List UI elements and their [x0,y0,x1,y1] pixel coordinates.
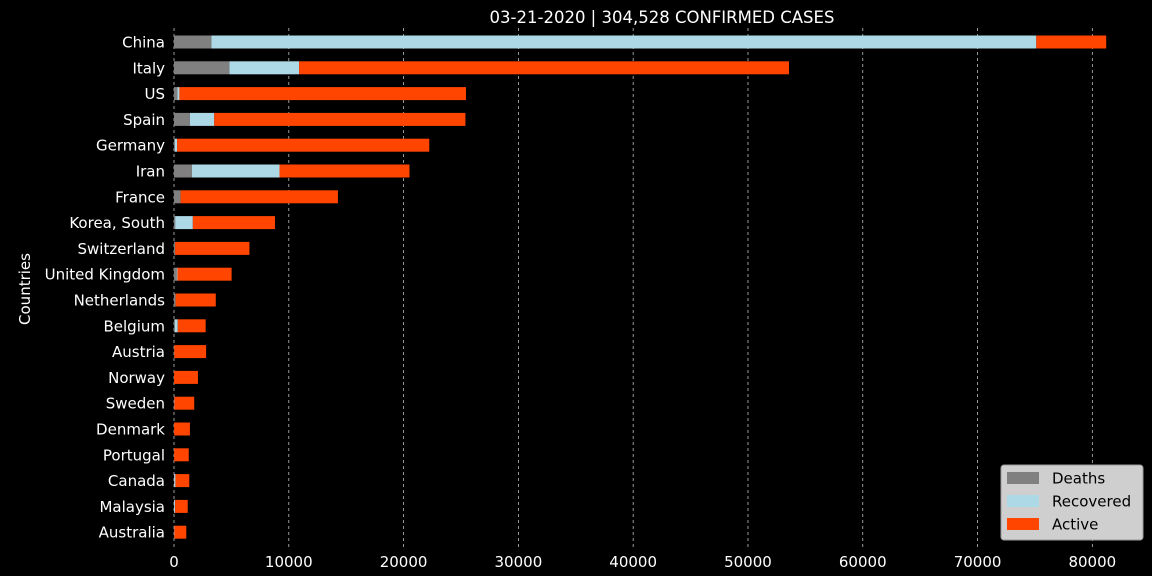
y-tick-label: Netherlands [74,292,166,310]
legend: Deaths Recovered Active [1000,464,1144,541]
y-tick-label: Korea, South [69,214,165,232]
y-tick-label: Portugal [103,446,165,464]
bar-segment-recovered [189,112,215,126]
legend-swatch-recovered [1007,495,1039,507]
bar-segment-recovered [191,164,280,178]
bar-segment-active [175,474,190,488]
x-tick-label: 30000 [495,553,543,571]
x-tick-label: 70000 [954,553,1002,571]
bar-segment-active [174,422,190,436]
bar-segment-active [174,370,198,384]
bar-segment-deaths [174,190,181,204]
bar-segment-active [175,499,188,513]
chart-title: 03-21-2020 | 304,528 CONFIRMED CASES [490,8,835,27]
bar-segment-active [177,267,232,281]
x-tick-label: 20000 [380,553,428,571]
bar-segment-active [174,345,207,359]
y-tick-labels: China Italy US Spain Germany Iran France Korea,… [45,34,166,542]
legend-label-active: Active [1052,516,1098,534]
bar-segment-deaths [174,241,175,255]
bar-segment-recovered [174,138,178,152]
bar-segment-recovered [174,474,176,488]
bar-segment-deaths [174,138,175,152]
bar-segment-active [177,319,206,333]
bar-segment-active [175,293,216,307]
bar-segment-active [174,448,189,462]
bar-segment-active [174,525,187,539]
y-tick-label: Spain [123,111,165,129]
legend-swatch-deaths [1007,472,1039,484]
bar-segment-active [180,190,338,204]
bar-segment-active [179,87,466,101]
legend-label-recovered: Recovered [1052,493,1131,511]
y-tick-label: Australia [99,524,165,542]
bar-segment-recovered [177,87,180,101]
y-tick-label: Italy [132,59,165,77]
bar-segment-active [175,241,250,255]
bar-segment-deaths [174,319,175,333]
bar-segment-active [279,164,410,178]
bar-segment-recovered [229,61,300,75]
bar-segment-deaths [174,35,212,49]
bar-segment-deaths [174,267,177,281]
x-tick-label: 60000 [839,553,887,571]
bar-segment-active [214,112,466,126]
y-tick-label: Denmark [96,421,165,439]
bar-segment-active [177,138,430,152]
bar-segment-active [174,396,195,410]
bar-segment-recovered [211,35,1037,49]
y-tick-label: France [115,188,165,206]
bar-segment-recovered [175,216,193,230]
bar-segment-recovered [174,499,176,513]
x-tick-label: 50000 [724,553,772,571]
bar-segment-active [299,61,790,75]
y-tick-label: Austria [112,343,165,361]
legend-swatch-active [1007,518,1039,530]
bar-segment-active [192,216,276,230]
y-tick-label: Sweden [106,395,165,413]
y-tick-label: Belgium [104,317,166,335]
x-tick-label: 10000 [265,553,313,571]
y-tick-label: China [122,34,165,52]
bars [174,35,1107,539]
y-tick-label: Malaysia [99,498,165,516]
y-tick-label: United Kingdom [45,266,165,284]
bar-segment-deaths [174,112,190,126]
x-tick-label: 0 [169,553,179,571]
x-tick-label: 80000 [1068,553,1116,571]
bar-segment-recovered [176,267,178,281]
x-tick-labels: 0 10000 20000 30000 40000 50000 60000 70000 8000… [169,553,1116,571]
bar-segment-deaths [174,293,176,307]
bar-segment-deaths [174,164,192,178]
x-tick-label: 40000 [609,553,657,571]
bar-segment-deaths [174,61,230,75]
bar-segment-deaths [174,216,176,230]
y-tick-label: US [144,85,165,103]
y-tick-label: Canada [108,472,165,490]
y-tick-label: Switzerland [78,240,166,258]
y-axis-label: Countries [16,253,34,325]
y-tick-label: Germany [96,137,165,155]
bar-segment-active [1036,35,1107,49]
y-tick-label: Norway [108,369,165,387]
legend-label-deaths: Deaths [1052,470,1105,488]
bar-segment-recovered [174,319,178,333]
bar-segment-deaths [174,87,178,101]
gridlines [173,28,1093,548]
y-tick-label: Iran [136,163,165,181]
